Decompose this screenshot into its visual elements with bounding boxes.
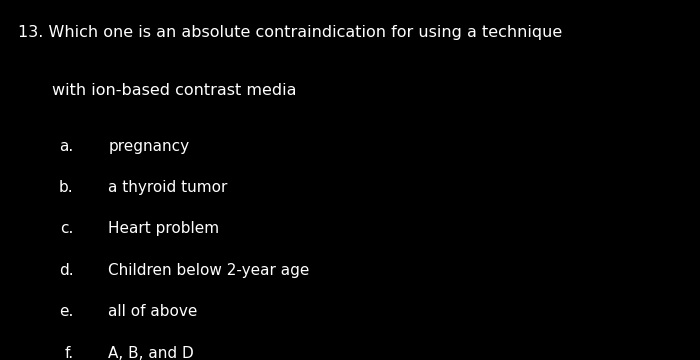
Text: f.: f. [64, 346, 74, 360]
Text: with ion-based contrast media: with ion-based contrast media [52, 83, 297, 98]
Text: c.: c. [60, 221, 74, 237]
Text: e.: e. [59, 304, 74, 319]
Text: 13. Which one is an absolute contraindication for using a technique: 13. Which one is an absolute contraindic… [18, 25, 561, 40]
Text: b.: b. [59, 180, 74, 195]
Text: Heart problem: Heart problem [108, 221, 220, 237]
Text: Children below 2-year age: Children below 2-year age [108, 263, 310, 278]
Text: pregnancy: pregnancy [108, 139, 190, 154]
Text: a.: a. [60, 139, 74, 154]
Text: A, B, and D: A, B, and D [108, 346, 195, 360]
Text: all of above: all of above [108, 304, 198, 319]
Text: d.: d. [59, 263, 74, 278]
Text: a thyroid tumor: a thyroid tumor [108, 180, 228, 195]
